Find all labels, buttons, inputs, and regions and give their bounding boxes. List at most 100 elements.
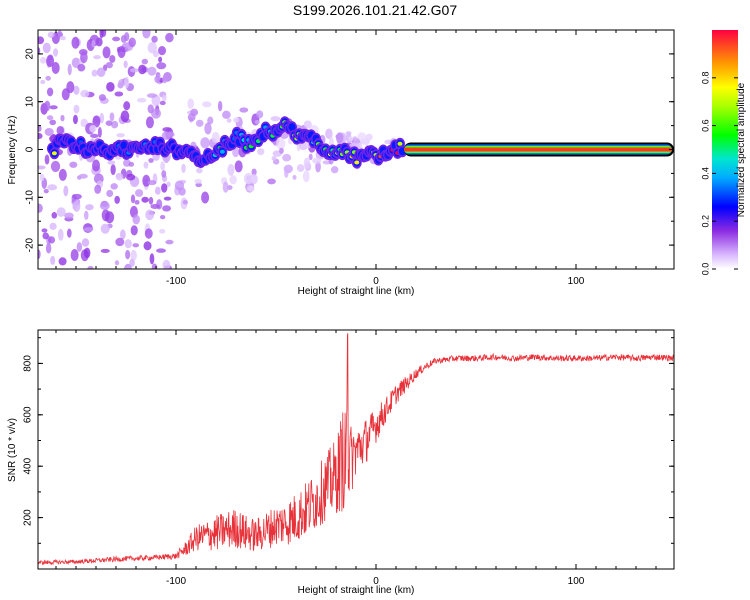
spectrogram-noise-blob	[296, 164, 305, 172]
spectrogram-noise-blob	[49, 105, 58, 110]
snr-x-tick-label: -100	[166, 576, 186, 587]
spectrogram-noise-blob	[267, 178, 276, 185]
spectrogram-noise-blob	[42, 232, 49, 240]
spectrogram-noise-blob	[109, 55, 116, 63]
spectrogram-noise-blob	[284, 167, 289, 178]
spectrogram-y-axis-label: Frequency (Hz)	[7, 116, 18, 185]
spectrogram-noise-blob	[42, 42, 51, 54]
spectrogram-noise-blob	[91, 39, 96, 48]
spectrogram-noise-blob	[222, 181, 229, 193]
spectrogram-noise-blob	[72, 200, 81, 212]
spectrogram-noise-blob	[126, 173, 136, 181]
spectrogram-noise-blob	[348, 136, 354, 142]
spectrogram-noise-blob	[271, 155, 277, 161]
spectrogram-noise-blob	[156, 248, 166, 253]
spectrogram-noise-blob	[38, 47, 41, 55]
spectrogram-noise-blob	[325, 128, 333, 140]
spectrogram-noise-blob	[243, 172, 254, 185]
spectrogram-noise-blob	[200, 137, 210, 149]
spectrogram-noise-blob	[124, 239, 132, 249]
snr-y-tick-label: 800	[23, 355, 34, 372]
spectrogram-noise-blob	[160, 161, 166, 171]
spectrogram-x-tick-label: -100	[166, 276, 186, 287]
spectrogram-noise-blob	[93, 55, 101, 60]
spectrogram-y-tick-label: 20	[25, 48, 36, 60]
spectrogram-noise-blob	[46, 87, 54, 97]
spectrogram-y-tick-label: -10	[25, 190, 36, 205]
spectrogram-noise-blob	[124, 76, 130, 89]
spectrogram-noise-blob	[130, 249, 137, 261]
spectrogram-noise-blob	[41, 228, 48, 233]
spectrogram-noise-blob	[145, 209, 155, 221]
spectrogram-noise-blob	[110, 164, 116, 176]
spectrogram-noise-blob	[196, 168, 203, 174]
spectrogram-noise-blob	[270, 116, 281, 122]
spectrogram-noise-blob	[44, 128, 54, 136]
spectrogram-noise-blob	[89, 124, 97, 133]
spectrogram-noise-blob	[129, 68, 139, 73]
spectrogram-y-tick-label: 0	[25, 146, 36, 152]
spectrogram-noise-blob	[161, 170, 167, 178]
spectrogram-noise-blob	[63, 185, 69, 197]
spectrogram-noise-blob	[58, 168, 67, 181]
spectrogram-noise-blob	[222, 110, 231, 119]
spectrogram-noise-blob	[56, 125, 65, 136]
spectrogram-noise-blob	[110, 183, 118, 190]
spectrogram-noise-blob	[128, 161, 135, 167]
spectrogram-noise-blob	[345, 131, 352, 136]
spectrogram-noise-blob	[217, 100, 223, 112]
spectrogram-noise-blob	[120, 110, 130, 123]
spectrogram-noise-blob	[117, 45, 126, 58]
snr-y-axis-label: SNR (10 * v/v)	[7, 418, 18, 482]
snr-x-ticks: -100 0 100	[55, 330, 657, 587]
spectrogram-noise-blob	[132, 214, 141, 225]
spectrogram-noise-blob	[123, 101, 131, 111]
spectrogram-ridge-core	[219, 149, 225, 154]
spectrogram-noise-blob	[90, 133, 99, 139]
spectrogram-noise-blob	[39, 56, 47, 64]
spectrogram-noise-blob	[232, 147, 240, 158]
spectrogram-noise-blob	[239, 107, 249, 113]
spectrogram-noise-blob	[302, 170, 310, 183]
spectrogram-y-ticks: 20 10 0 -10 -20	[25, 29, 674, 270]
spectrogram-noise-blob	[85, 204, 94, 211]
spectrogram-noise-blob	[38, 36, 45, 45]
spectrogram-noise-blob	[45, 242, 52, 254]
spectrogram-noise-blob	[73, 104, 80, 114]
spectrogram-noise-blob	[154, 75, 161, 83]
spectrogram-noise-blob	[80, 51, 88, 64]
spectrogram-noise-blob	[132, 243, 140, 248]
snr-x-tick-label: 100	[568, 576, 585, 587]
spectrogram-noise-blob	[47, 236, 56, 244]
spectrogram-noise-blob	[130, 225, 138, 236]
spectrogram-noise-blob	[182, 199, 188, 205]
spectrogram-noise-blob	[162, 259, 171, 269]
spectrogram-noise-blob	[43, 188, 49, 194]
spectrogram-noise-blob	[158, 56, 163, 63]
spectrogram-noise-blob	[335, 132, 344, 144]
spectrogram-noise-blob	[167, 131, 175, 138]
spectrogram-noise-blob	[111, 120, 119, 129]
spectrogram-noise-blob	[44, 100, 51, 112]
spectrogram-noise-blob	[71, 57, 81, 68]
spectrogram-noise-blob	[187, 98, 195, 109]
spectrogram-noise-blob	[136, 97, 147, 103]
spectrogram-noise-blob	[211, 131, 220, 143]
snr-line-group	[38, 333, 674, 566]
spectrogram-noise-blob	[114, 260, 120, 266]
spectrogram-noise-blob	[195, 119, 204, 127]
spectrogram-noise-blob	[83, 210, 89, 221]
spectrogram-noise-blob	[105, 62, 113, 69]
spectrogram-noise-blob	[202, 101, 212, 108]
snr-x-axis-label: Height of straight line (km)	[298, 585, 415, 596]
colorbar-tick-label: 0.4	[700, 167, 710, 180]
snr-y-tick-label: 200	[23, 509, 34, 526]
spectrogram-noise-blob	[114, 91, 124, 97]
spectrogram-noise-blob	[142, 30, 151, 39]
spectrogram-noise-blob	[39, 173, 45, 182]
spectrogram-noise-blob	[178, 187, 186, 196]
spectrogram-noise-blob	[148, 196, 154, 205]
spectrogram-noise-blob	[46, 115, 54, 121]
spectrogram-noise-blob	[98, 94, 107, 101]
